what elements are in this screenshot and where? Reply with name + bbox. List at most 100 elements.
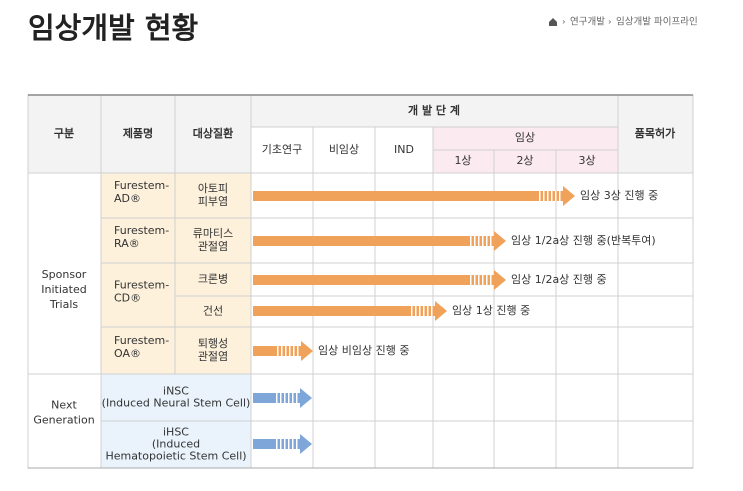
- cell-text: Next: [51, 399, 77, 412]
- table-cell: [617, 94, 694, 174]
- arrow-stripe: [427, 306, 429, 316]
- table-cell: [617, 373, 694, 422]
- cell-text: 관절염: [198, 350, 228, 363]
- cell-text: 비임상: [329, 143, 359, 156]
- arrow-stripe: [288, 393, 290, 403]
- cell-text: iHSC: [163, 426, 189, 439]
- table-cell: [100, 420, 252, 469]
- table-cell: [374, 126, 434, 174]
- arrow-stripe: [284, 439, 286, 449]
- page-title: 임상개발 현황: [28, 11, 198, 45]
- cell-text: 2상: [516, 154, 533, 167]
- arrow-body: [253, 306, 435, 316]
- cell-text: 건선: [203, 305, 223, 318]
- cell-text: 품목허가: [635, 126, 675, 140]
- arrow-stripe: [478, 275, 480, 285]
- cell-text: 퇴행성: [198, 337, 228, 350]
- cell-text: 기초연구: [262, 143, 302, 156]
- cell-text: 개 발 단 계: [408, 103, 460, 117]
- table-cell: [250, 126, 314, 174]
- arrow-stripe: [431, 306, 433, 316]
- cell-text: Furestem-: [114, 334, 169, 347]
- table-cell: [617, 217, 694, 264]
- arrow-stripe: [423, 306, 425, 316]
- arrow-stripe: [284, 393, 286, 403]
- arrow-stripe: [289, 346, 291, 356]
- table-cell: [555, 373, 619, 422]
- arrow-stripe: [296, 393, 298, 403]
- arrow-stripe: [296, 439, 298, 449]
- table-cell: [432, 326, 495, 375]
- cell-text: IND: [394, 143, 414, 156]
- table-cell: [432, 420, 495, 469]
- cell-text: 임상 1/2a상 진행 중: [511, 273, 607, 286]
- table-cell: [100, 94, 176, 174]
- cell-text: Hematopoietic Stem Cell): [105, 450, 246, 463]
- cell-text: iNSC: [163, 385, 189, 398]
- arrow-stripe: [276, 439, 278, 449]
- arrow-stripe: [482, 236, 484, 246]
- cell-text: 아토피: [198, 182, 228, 195]
- arrow-stripe: [281, 346, 283, 356]
- arrow-stripe: [474, 275, 476, 285]
- table-cell: [493, 295, 557, 328]
- arrow-body: [253, 236, 494, 246]
- table-cell: [100, 172, 176, 219]
- cell-text: AD®: [114, 192, 141, 205]
- table-cell: [174, 262, 252, 297]
- cell-text: (Induced Neural Stem Cell): [102, 397, 251, 410]
- table-cell: [432, 373, 495, 422]
- table-cell: [555, 295, 619, 328]
- cell-text: Furestem-: [114, 179, 169, 192]
- cell-text: Furestem-: [114, 224, 169, 237]
- table-cell: [493, 326, 557, 375]
- table-cell: [493, 373, 557, 422]
- arrow-head: [300, 434, 312, 454]
- cell-text: 3상: [578, 154, 595, 167]
- cell-text: 1상: [454, 154, 471, 167]
- cell-text: 피부염: [198, 195, 228, 208]
- breadcrumb-link[interactable]: 연구개발: [570, 17, 605, 28]
- arrow-head: [563, 186, 575, 206]
- arrow-stripe: [280, 439, 282, 449]
- arrow-stripe: [297, 346, 299, 356]
- table-cell: [312, 373, 376, 422]
- arrow-stripe: [482, 275, 484, 285]
- table-cell: [312, 420, 376, 469]
- table-cell: [27, 373, 102, 469]
- cell-text: 임상 비임상 진행 중: [318, 344, 409, 357]
- arrow-body: [253, 275, 494, 285]
- home-icon[interactable]: [549, 18, 557, 26]
- table-cell: [555, 326, 619, 375]
- arrow-stripe: [555, 191, 557, 201]
- table-cell: [374, 420, 434, 469]
- cell-text: 구분: [54, 127, 74, 140]
- arrow-head: [494, 231, 506, 251]
- arrow-stripe: [419, 306, 421, 316]
- cell-text: Generation: [33, 414, 94, 427]
- arrow-stripe: [470, 236, 472, 246]
- table-cell: [617, 295, 694, 328]
- arrow-stripe: [543, 191, 545, 201]
- arrow-stripe: [539, 191, 541, 201]
- table-cell: [617, 420, 694, 469]
- table-cell: [100, 262, 176, 328]
- cell-text: 임상 3상 진행 중: [580, 189, 658, 202]
- cell-text: 임상: [515, 131, 535, 144]
- arrow-stripe: [490, 275, 492, 285]
- arrow-stripe: [288, 439, 290, 449]
- arrow-stripe: [292, 393, 294, 403]
- separator: ›: [562, 18, 566, 28]
- cell-text: 대상질환: [193, 126, 233, 140]
- table-cell: [374, 373, 434, 422]
- breadcrumb-link[interactable]: 임상개발 파이프라인: [616, 16, 698, 28]
- table-cell: [617, 326, 694, 375]
- arrow-body: [253, 191, 563, 201]
- table-cell: [617, 262, 694, 297]
- arrow-stripe: [292, 439, 294, 449]
- cell-text: Initiated: [41, 283, 86, 296]
- cell-text: CD®: [114, 292, 141, 305]
- cell-text: 크론병: [198, 273, 228, 286]
